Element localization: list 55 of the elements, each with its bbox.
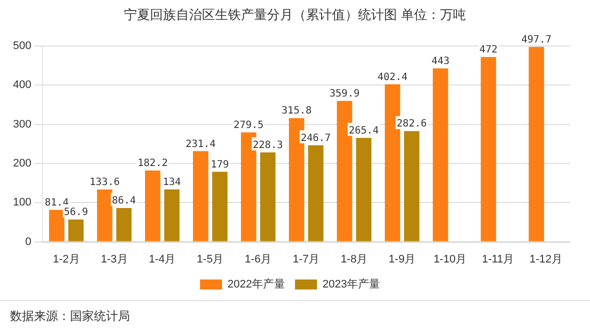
- x-tick-label: 1-5月: [196, 253, 224, 266]
- data-label: 134: [162, 176, 181, 188]
- data-label: 81.4: [44, 198, 69, 209]
- bar: [116, 208, 132, 242]
- legend-label: 2023年产量: [322, 278, 380, 291]
- bar: [432, 68, 448, 242]
- data-label: 182.2: [138, 158, 168, 170]
- data-label: 472: [479, 44, 498, 56]
- data-label: 402.4: [377, 72, 408, 83]
- data-label: 231.4: [186, 138, 216, 150]
- data-label: 359.9: [329, 88, 360, 100]
- bar: [145, 170, 160, 242]
- x-tick-label: 1-7月: [292, 253, 320, 266]
- bar: [480, 56, 496, 242]
- x-tick-label: 1-4月: [148, 253, 176, 266]
- chart-title: 宁夏回族自治区生铁产量分月（累计值）统计图 单位：万吨: [122, 7, 468, 24]
- y-tick-label: 300: [12, 118, 32, 130]
- y-tick-label: 400: [12, 79, 32, 92]
- bar: [404, 131, 420, 242]
- y-tick-label: 500: [12, 40, 32, 52]
- data-label: 315.8: [282, 106, 312, 117]
- y-tick-label: 100: [12, 196, 32, 209]
- data-label: 133.6: [90, 177, 120, 188]
- source-note: 数据来源：国家统计局: [10, 308, 130, 325]
- x-tick-label: 1-12月: [530, 253, 563, 266]
- bar: [308, 145, 324, 242]
- bar: [212, 172, 228, 242]
- bar: [192, 151, 208, 242]
- x-tick-label: 1-9月: [388, 253, 416, 266]
- y-tick-label: 200: [12, 158, 32, 170]
- x-tick-label: 1-3月: [100, 253, 128, 266]
- data-label: 228.3: [252, 140, 283, 151]
- data-label: 56.9: [64, 207, 88, 218]
- bar: [164, 189, 180, 242]
- x-tick-label: 1-8月: [340, 253, 368, 266]
- bar: [528, 46, 544, 242]
- data-label: 497.7: [521, 34, 552, 46]
- x-tick-label: 1-6月: [244, 253, 272, 266]
- bar: [260, 152, 276, 242]
- data-label: 179: [210, 159, 229, 170]
- bar: [68, 220, 84, 242]
- data-label: 86.4: [112, 196, 136, 207]
- legend-label: 2022年产量: [228, 278, 286, 291]
- bar: [49, 210, 64, 242]
- data-label: 443: [431, 56, 450, 67]
- x-tick-label: 1-2月: [52, 253, 80, 266]
- data-label: 265.4: [348, 125, 379, 136]
- data-label: 279.5: [234, 120, 264, 131]
- data-label: 246.7: [300, 132, 331, 144]
- x-tick-label: 1-11月: [482, 253, 514, 266]
- data-label: 282.6: [396, 118, 427, 130]
- bar: [356, 138, 372, 242]
- y-tick-label: 0: [25, 236, 32, 248]
- x-tick-label: 1-10月: [434, 253, 467, 266]
- bar: [97, 189, 112, 242]
